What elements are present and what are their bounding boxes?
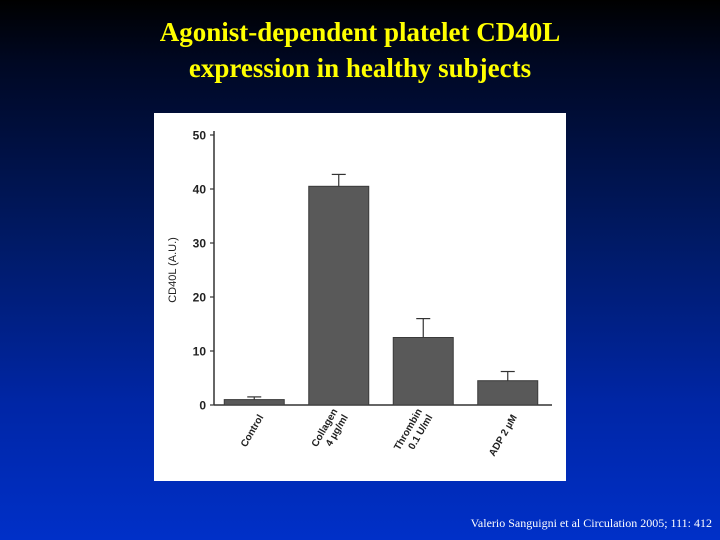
y-tick-label: 0 <box>199 399 206 413</box>
y-tick-label: 10 <box>193 345 207 359</box>
bar <box>223 399 285 406</box>
y-tick-label: 30 <box>193 237 207 251</box>
y-axis-label: CD40L (A.U.) <box>167 237 179 303</box>
y-tick-label: 20 <box>193 291 207 305</box>
x-tick-label: ADP 2 µM <box>487 413 520 458</box>
x-tick-label: Control <box>239 413 266 449</box>
bar-chart: 0 10 20 30 40 50 CD40L (A.U.) Control Collagen4 … <box>167 129 552 458</box>
title-line-1: Agonist-dependent platelet CD40L <box>159 17 561 47</box>
bar <box>477 380 539 406</box>
x-tick-label-line: ADP 2 µM <box>487 413 520 458</box>
title-line-2: expression in healthy subjects <box>188 53 532 83</box>
x-tick-label-line: Control <box>239 413 266 449</box>
y-tick-label: 50 <box>193 129 207 143</box>
bar <box>308 185 370 406</box>
citation: Valerio Sanguigni et al Circulation 2005… <box>470 516 712 530</box>
y-tick-label: 40 <box>193 183 207 197</box>
slide-title: Agonist-dependent platelet CD40L express… <box>0 14 720 86</box>
chart-panel: 0 10 20 30 40 50 CD40L (A.U.) Control Collagen 4 … <box>154 113 566 481</box>
bar <box>392 337 454 406</box>
